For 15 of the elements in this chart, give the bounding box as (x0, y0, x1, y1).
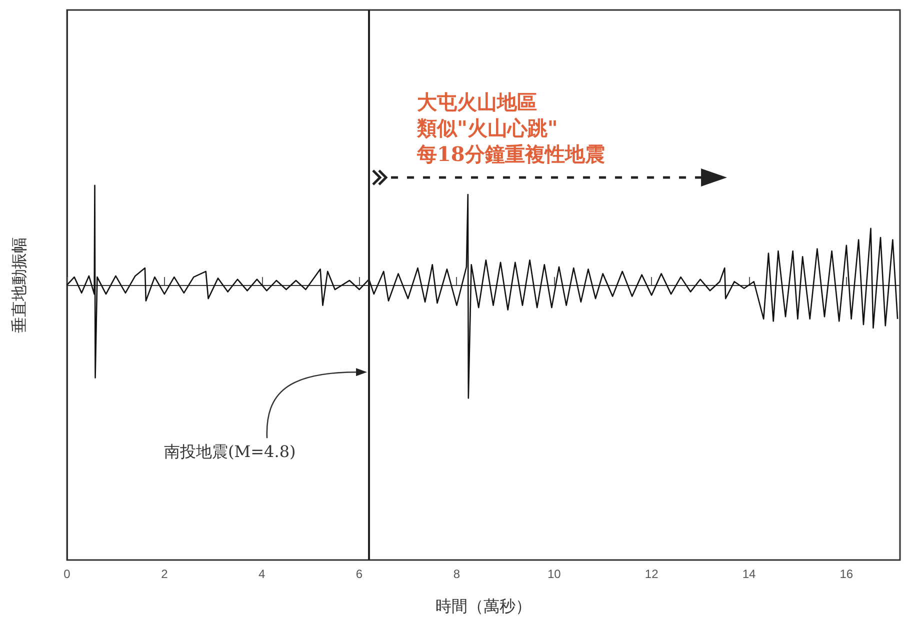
text: 每18分鐘重複性地震 (417, 141, 605, 168)
text: 類似"火山心跳" (417, 115, 558, 142)
text: 南投地震(M=4.8) (164, 442, 296, 463)
x-axis-title: 時間（萬秒） (436, 596, 532, 616)
x-tick-label: 16 (840, 567, 854, 581)
x-tick-label: 14 (742, 567, 756, 581)
x-tick-label: 6 (356, 567, 363, 581)
x-tick-label: 8 (453, 567, 460, 581)
x-tick-label: 10 (547, 567, 562, 581)
y-axis-title: 垂直地動振幅 (10, 237, 28, 333)
x-tick-label: 4 (258, 567, 266, 581)
x-tick-label: 12 (644, 567, 659, 581)
x-tick-label: 2 (161, 567, 168, 581)
x-tick-label: 0 (64, 567, 71, 581)
text: 大屯火山地區 (417, 89, 538, 116)
